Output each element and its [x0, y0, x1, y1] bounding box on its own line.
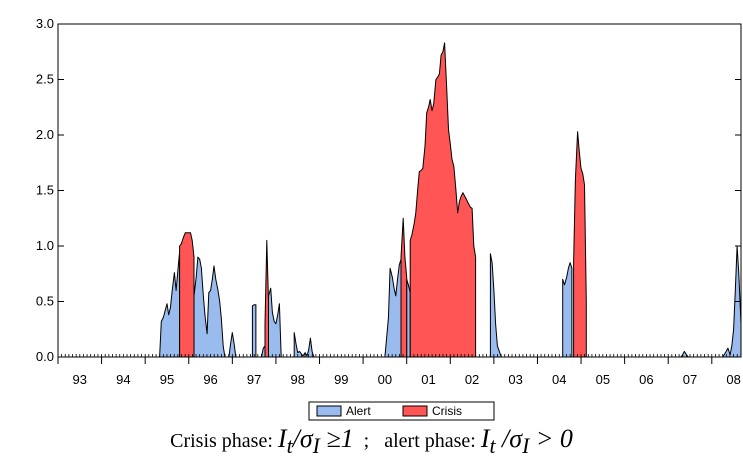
- y-tick-label: 2.5: [36, 72, 54, 87]
- y-tick-label: 0.5: [36, 294, 54, 309]
- y-tick-label: 1.5: [36, 183, 54, 198]
- legend: Alert Crisis: [308, 401, 495, 421]
- alert-area-9: [489, 253, 502, 358]
- caption-alert-formula: It /σI > 0: [480, 424, 573, 459]
- alert-area-1: [193, 256, 226, 358]
- x-tick-label: 06: [639, 372, 653, 387]
- y-axis: 0.0 0.5 1.0 1.5 2.0 2.5 3.0: [36, 16, 741, 364]
- x-tick-label: 96: [203, 372, 217, 387]
- caption-alert-label: alert phase:: [384, 430, 476, 452]
- legend-box: [308, 401, 495, 421]
- x-tick-label: 01: [421, 372, 435, 387]
- alert-area-5: [268, 287, 282, 358]
- caption-crisis-label: Crisis phase:: [170, 430, 273, 452]
- x-axis: 93 94 95 96 97 98 99 00 01 02 03 04 05 06 07 08: [57, 354, 742, 387]
- x-tick-label: 07: [683, 372, 697, 387]
- x-tick-label: 93: [73, 372, 87, 387]
- x-tick-label: 00: [378, 372, 392, 387]
- alert-area-0: [159, 251, 181, 358]
- y-tick-label: 1.0: [36, 238, 54, 253]
- x-tick-label: 05: [596, 372, 610, 387]
- crisis-area-0: [179, 232, 195, 358]
- crisis-area-2: [400, 217, 408, 358]
- x-tick-label: 94: [116, 372, 130, 387]
- legend-swatch-crisis: [402, 405, 428, 417]
- chart-caption: Crisis phase: It/σI ≥1 ; alert phase: It…: [0, 424, 743, 459]
- y-tick-label: 0.0: [36, 349, 54, 364]
- crisis-area-3: [409, 42, 477, 358]
- y-tick-label: 2.0: [36, 127, 54, 142]
- legend-swatch-alert: [316, 405, 342, 417]
- crisis-area-4: [573, 131, 587, 358]
- x-tick-label: 04: [552, 372, 566, 387]
- x-tick-label: 08: [726, 372, 740, 387]
- legend-label-crisis: Crisis: [432, 404, 462, 418]
- alert-area-7: [384, 258, 402, 358]
- caption-separator: ;: [358, 430, 380, 452]
- caption-crisis-formula: It/σI ≥1: [277, 424, 354, 459]
- y-tick-label: 3.0: [36, 16, 54, 31]
- x-tick-label: 95: [160, 372, 174, 387]
- x-tick-label: 97: [247, 372, 261, 387]
- x-tick-label: 99: [334, 372, 348, 387]
- alert-area-2: [228, 332, 237, 358]
- alert-area-12: [722, 245, 742, 358]
- alert-area-8: [406, 278, 411, 358]
- x-tick-label: 03: [508, 372, 522, 387]
- alert-area-3: [251, 304, 257, 358]
- alert-area-4: [261, 345, 266, 358]
- chart-areas: [159, 42, 742, 358]
- alert-area-10: [562, 262, 573, 358]
- alert-area-6: [293, 332, 315, 358]
- legend-label-alert: Alert: [346, 404, 371, 418]
- x-tick-label: 02: [465, 372, 479, 387]
- alert-area-11: [680, 350, 689, 358]
- x-tick-label: 98: [290, 372, 304, 387]
- crisis-area-1: [264, 239, 269, 358]
